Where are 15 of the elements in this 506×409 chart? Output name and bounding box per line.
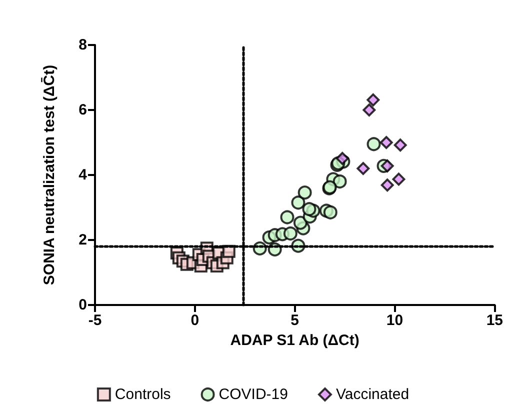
y-axis-title: SONIA neutralization test (ΔC̄t) — [41, 64, 58, 286]
legend-label: Vaccinated — [336, 386, 410, 403]
y-tick-label: 4 — [78, 166, 88, 184]
y-tick-label: 2 — [78, 232, 87, 248]
x-tick-label: 15 — [486, 312, 503, 329]
x-tick-label: 10 — [386, 312, 404, 329]
x-axis-title: ADAP S1 Ab (ΔCt) — [230, 332, 360, 349]
legend-label: COVID-19 — [218, 386, 288, 403]
x-tick-label: 0 — [190, 312, 200, 329]
x-tick-label: 5 — [290, 312, 299, 329]
y-tick-label: 0 — [78, 296, 87, 314]
x-tick-label: -5 — [88, 312, 102, 329]
y-tick-label: 6 — [78, 102, 87, 118]
legend-label: Controls — [114, 386, 171, 403]
y-tick-label: 8 — [78, 36, 87, 54]
